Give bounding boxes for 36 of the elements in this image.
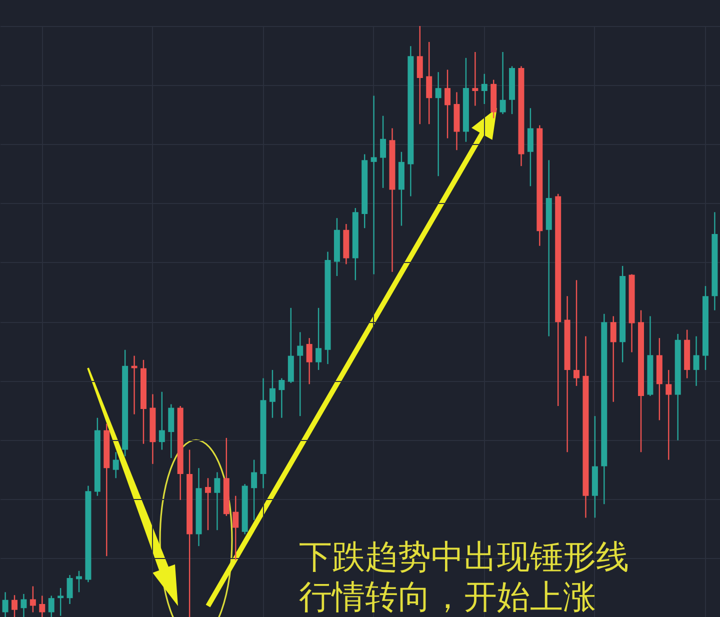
candlestick: [500, 51, 506, 115]
candlestick: [2, 592, 8, 617]
candlestick: [12, 594, 18, 617]
candlestick: [20, 593, 27, 617]
candlestick: [66, 574, 73, 605]
candlestick: [251, 459, 258, 521]
annotation: 下跌趋势中出现锤形线: [298, 537, 629, 576]
candlestick: [472, 51, 478, 106]
candlestick: [278, 378, 285, 418]
candlestick: [444, 69, 451, 139]
candlestick: [693, 336, 700, 387]
candlestick: [214, 472, 220, 531]
candlestick: [370, 95, 377, 275]
candlestick: [316, 307, 322, 371]
candlestick: [574, 280, 580, 387]
candlestick: [380, 115, 386, 189]
candlestick: [30, 586, 36, 613]
candlestick: [426, 41, 432, 125]
candlestick: [481, 73, 488, 105]
candlestick: [112, 452, 119, 479]
candlestick: [416, 25, 423, 125]
candlestick: [610, 316, 616, 402]
candlestick: [269, 369, 276, 418]
annotation: 行情转向，开始上涨: [298, 577, 596, 616]
candlestick: [297, 332, 304, 417]
candlestick: [39, 595, 46, 617]
candlestick: [158, 391, 165, 450]
candlestick: [306, 337, 312, 385]
candlestick: [48, 595, 54, 617]
candlestick: [58, 587, 64, 616]
candlestick: [666, 369, 672, 460]
candlestick: [435, 72, 442, 177]
candlestick: [76, 570, 82, 593]
candlestick: [204, 478, 211, 531]
candlestick: [232, 495, 239, 561]
candlestick: [527, 108, 534, 187]
